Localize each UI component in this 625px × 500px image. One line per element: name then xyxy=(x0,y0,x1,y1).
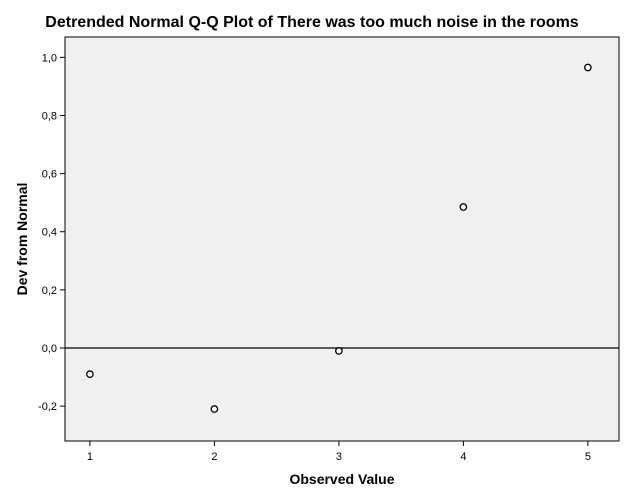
y-axis: -0,2 0,0 0,2 0,4 0,6 0,8 1,0 xyxy=(38,52,65,413)
x-tick-label: 2 xyxy=(211,451,217,463)
y-tick-label: -0,2 xyxy=(38,401,57,413)
data-point xyxy=(86,370,94,379)
data-point xyxy=(459,203,468,211)
y-tick-label: 1,0 xyxy=(42,52,57,64)
y-tick-label: 0,4 xyxy=(42,227,57,239)
y-tick-label: 0,0 xyxy=(42,343,57,355)
x-tick-label: 5 xyxy=(585,451,591,463)
x-axis-label: Observed Value xyxy=(289,471,394,487)
x-tick-label: 3 xyxy=(336,451,342,463)
data-point xyxy=(584,63,592,72)
chart-title: Detrended Normal Q-Q Plot of There was t… xyxy=(45,14,579,31)
y-tick-label: 0,2 xyxy=(42,285,57,297)
data-points xyxy=(86,63,592,413)
plot-area xyxy=(64,36,620,442)
data-point xyxy=(210,405,219,413)
y-tick-label: 0,8 xyxy=(42,110,57,122)
y-axis-label: Dev from Normal xyxy=(14,183,30,296)
x-tick-label: 4 xyxy=(460,451,466,463)
data-point xyxy=(335,347,343,355)
y-tick-label: 0,6 xyxy=(42,169,57,181)
x-tick-label: 1 xyxy=(87,451,93,463)
x-axis: 1 2 3 4 5 xyxy=(87,441,591,463)
